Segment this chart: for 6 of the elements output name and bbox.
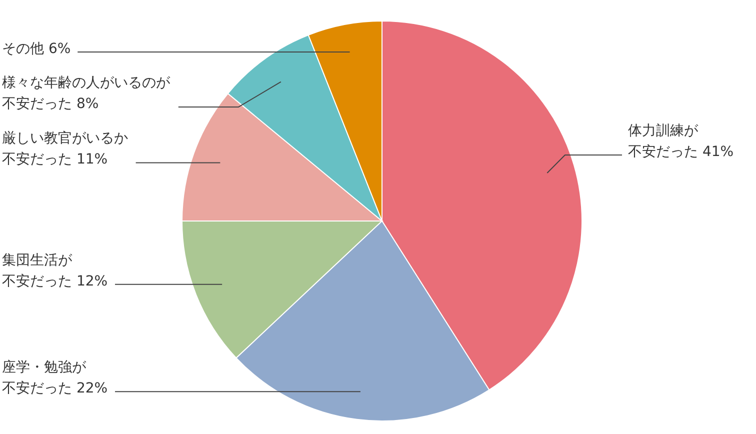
- slice-label: 集団生活が不安だった 12%: [2, 252, 108, 290]
- slice-label: その他 6%: [2, 41, 71, 58]
- slice-label: 座学・勉強が不安だった 22%: [2, 360, 108, 397]
- slice-label: 体力訓練が不安だった 41%: [628, 123, 734, 160]
- slice-label: 様々な年齢の人がいるのが不安だった 8%: [2, 75, 171, 112]
- slice-label: 厳しい教官がいるか不安だった 11%: [2, 130, 128, 168]
